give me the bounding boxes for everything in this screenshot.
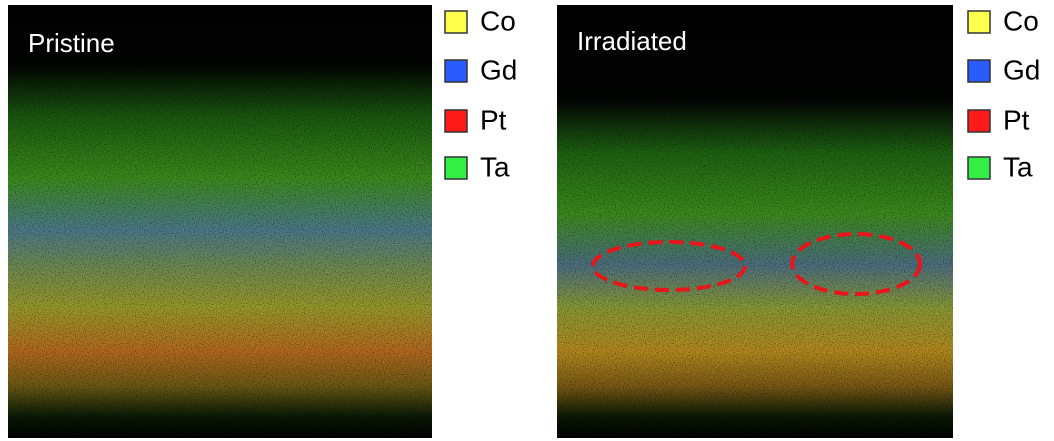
panel-pristine xyxy=(8,5,432,438)
legend-swatch xyxy=(444,59,468,83)
legend-label: Pt xyxy=(480,104,507,135)
legend-swatch xyxy=(444,10,468,34)
legend-swatch xyxy=(967,109,991,133)
legend-swatch xyxy=(967,59,991,83)
highlight-ellipse xyxy=(591,240,747,292)
map-texture xyxy=(557,5,953,438)
legend-label: Gd xyxy=(480,54,517,85)
legend-label: Ta xyxy=(480,151,510,182)
legend-swatch xyxy=(967,156,991,180)
legend-swatch xyxy=(444,156,468,180)
panel-irradiated xyxy=(557,5,953,438)
legend-label: Co xyxy=(480,5,516,36)
legend-label: Gd xyxy=(1003,54,1040,85)
legend-swatch xyxy=(444,109,468,133)
map-texture xyxy=(8,5,432,438)
legend-label: Ta xyxy=(1003,151,1033,182)
legend-swatch xyxy=(967,10,991,34)
legend-label: Co xyxy=(1003,5,1039,36)
highlight-ellipse xyxy=(790,232,922,296)
panel-label: Irradiated xyxy=(577,26,687,56)
legend-label: Pt xyxy=(1003,104,1030,135)
panel-label: Pristine xyxy=(28,28,115,58)
